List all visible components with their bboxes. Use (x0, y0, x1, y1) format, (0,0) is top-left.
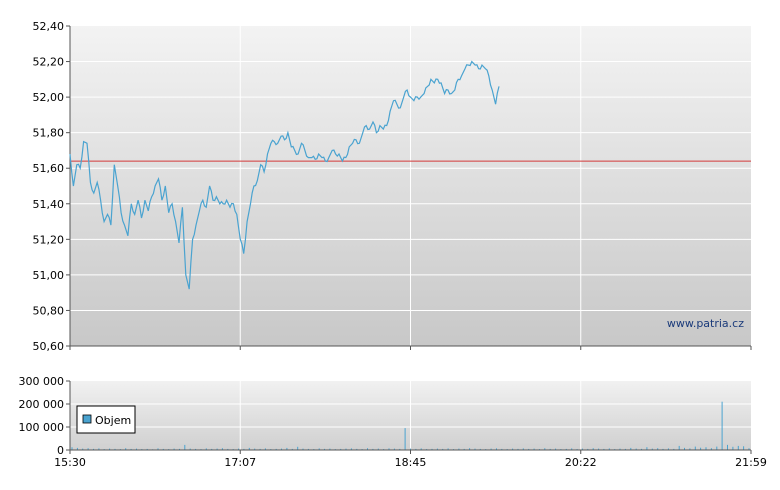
x-tick-label: 17:07 (224, 456, 256, 469)
watermark: www.patria.cz (667, 317, 744, 330)
price-y-axis: 52,40 52,20 52,00 51,80 51,60 51,40 51,20 51,00… (33, 20, 70, 353)
volume-y-axis: 300 000 200 000 100 000 0 (19, 375, 70, 457)
x-tick-label: 21:59 (735, 456, 767, 469)
time-x-axis: 15:30 17:07 18:45 20:22 21:59 (54, 346, 767, 469)
x-tick-label: 20:22 (565, 456, 597, 469)
price-y-tick-label: 50,60 (33, 340, 65, 353)
x-tick-label: 15:30 (54, 456, 86, 469)
x-tick-label: 18:45 (395, 456, 427, 469)
volume-y-tick-label: 100 000 (19, 421, 65, 434)
legend-label: Objem (95, 414, 131, 427)
price-series-line (69, 60, 500, 290)
volume-y-tick-label: 0 (57, 444, 64, 457)
volume-grid (70, 381, 751, 450)
volume-y-tick-label: 300 000 (19, 375, 65, 388)
price-y-tick-label: 51,40 (33, 198, 65, 211)
volume-y-tick-label: 200 000 (19, 398, 65, 411)
price-y-tick-label: 52,00 (33, 91, 65, 104)
price-y-tick-label: 51,60 (33, 162, 65, 175)
price-y-tick-label: 51,00 (33, 269, 65, 282)
volume-legend: Objem (76, 405, 136, 434)
price-y-tick-label: 52,20 (33, 56, 65, 69)
price-y-tick-label: 51,20 (33, 233, 65, 246)
legend-swatch (82, 414, 92, 424)
price-y-tick-label: 51,80 (33, 127, 65, 140)
price-y-tick-label: 50,80 (33, 304, 65, 317)
price-y-tick-label: 52,40 (33, 20, 65, 33)
